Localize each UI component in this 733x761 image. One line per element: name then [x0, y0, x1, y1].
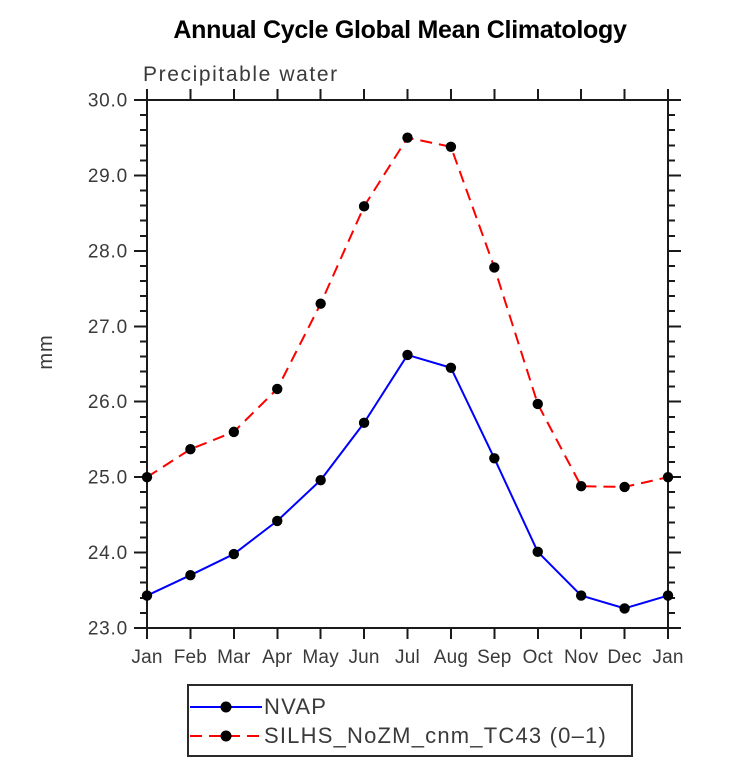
- data-point-marker: [185, 570, 196, 581]
- data-point-marker: [358, 201, 370, 212]
- legend-marker-silhs: [220, 730, 232, 742]
- x-tick-label: May: [302, 647, 339, 668]
- y-tick-label: 30.0: [88, 91, 128, 112]
- data-point-marker: [185, 444, 196, 455]
- data-point-marker: [445, 362, 457, 373]
- data-point-marker: [445, 141, 457, 152]
- data-point-marker: [315, 298, 326, 309]
- legend-label-nvap: NVAP: [264, 694, 327, 719]
- data-point-marker: [662, 471, 674, 483]
- x-tick-label: Jan: [652, 647, 683, 668]
- chart-title: Annual Cycle Global Mean Climatology: [173, 16, 627, 44]
- x-tick-label: Feb: [174, 647, 207, 668]
- data-series: [141, 132, 674, 614]
- data-point-marker: [662, 590, 674, 601]
- data-point-marker: [272, 515, 283, 527]
- data-point-marker: [228, 548, 240, 560]
- data-point-marker: [532, 546, 543, 558]
- plot-frame: [146, 99, 669, 629]
- series-line-0: [146, 353, 669, 610]
- x-tick-label: Jan: [131, 647, 162, 668]
- y-tick-label: 26.0: [88, 392, 128, 413]
- legend-marker-nvap: [220, 701, 232, 713]
- data-point-marker: [489, 453, 500, 464]
- x-tick-label: Jul: [395, 647, 420, 668]
- x-tick-label: Apr: [262, 647, 293, 668]
- legend-label-silhs: SILHS_NoZM_cnm_TC43 (0–1): [264, 723, 607, 748]
- data-point-marker: [315, 474, 326, 486]
- legend: NVAP SILHS_NoZM_cnm_TC43 (0–1): [187, 684, 633, 757]
- data-point-marker: [272, 383, 283, 395]
- x-tick-label: Aug: [434, 647, 468, 668]
- data-point-marker: [402, 349, 413, 361]
- data-point-marker: [532, 398, 543, 410]
- y-tick-label: 29.0: [88, 166, 128, 187]
- y-tick-label: 28.0: [88, 241, 128, 262]
- data-point-marker: [489, 262, 500, 273]
- y-tick-label: 27.0: [88, 317, 128, 338]
- legend-box: [187, 684, 633, 757]
- y-tick-label: 23.0: [88, 619, 128, 640]
- chart-subtitle: Precipitable water: [143, 63, 339, 86]
- y-tick-label: 25.0: [88, 468, 128, 489]
- x-tick-label: Nov: [564, 647, 599, 668]
- data-point-marker: [141, 590, 153, 601]
- x-tick-label: Mar: [217, 647, 251, 668]
- plot-axes: Jan Feb Mar Apr May Jun Jul Aug Sep Oct Nov Dec Jan2…: [88, 89, 683, 668]
- data-point-marker: [358, 417, 370, 429]
- series-line-1: [146, 136, 669, 488]
- x-tick-label: Dec: [607, 647, 641, 668]
- data-point-marker: [575, 590, 587, 601]
- data-point-marker: [619, 603, 630, 614]
- x-tick-label: Oct: [523, 647, 554, 668]
- y-axis-label: mm: [35, 334, 57, 369]
- data-point-marker: [228, 426, 240, 438]
- x-tick-label: Sep: [477, 647, 511, 668]
- x-tick-label: Jun: [348, 647, 379, 668]
- y-tick-label: 24.0: [88, 543, 128, 564]
- data-point-marker: [619, 481, 630, 493]
- data-point-marker: [575, 480, 587, 492]
- data-point-marker: [402, 132, 413, 143]
- data-point-marker: [141, 471, 153, 483]
